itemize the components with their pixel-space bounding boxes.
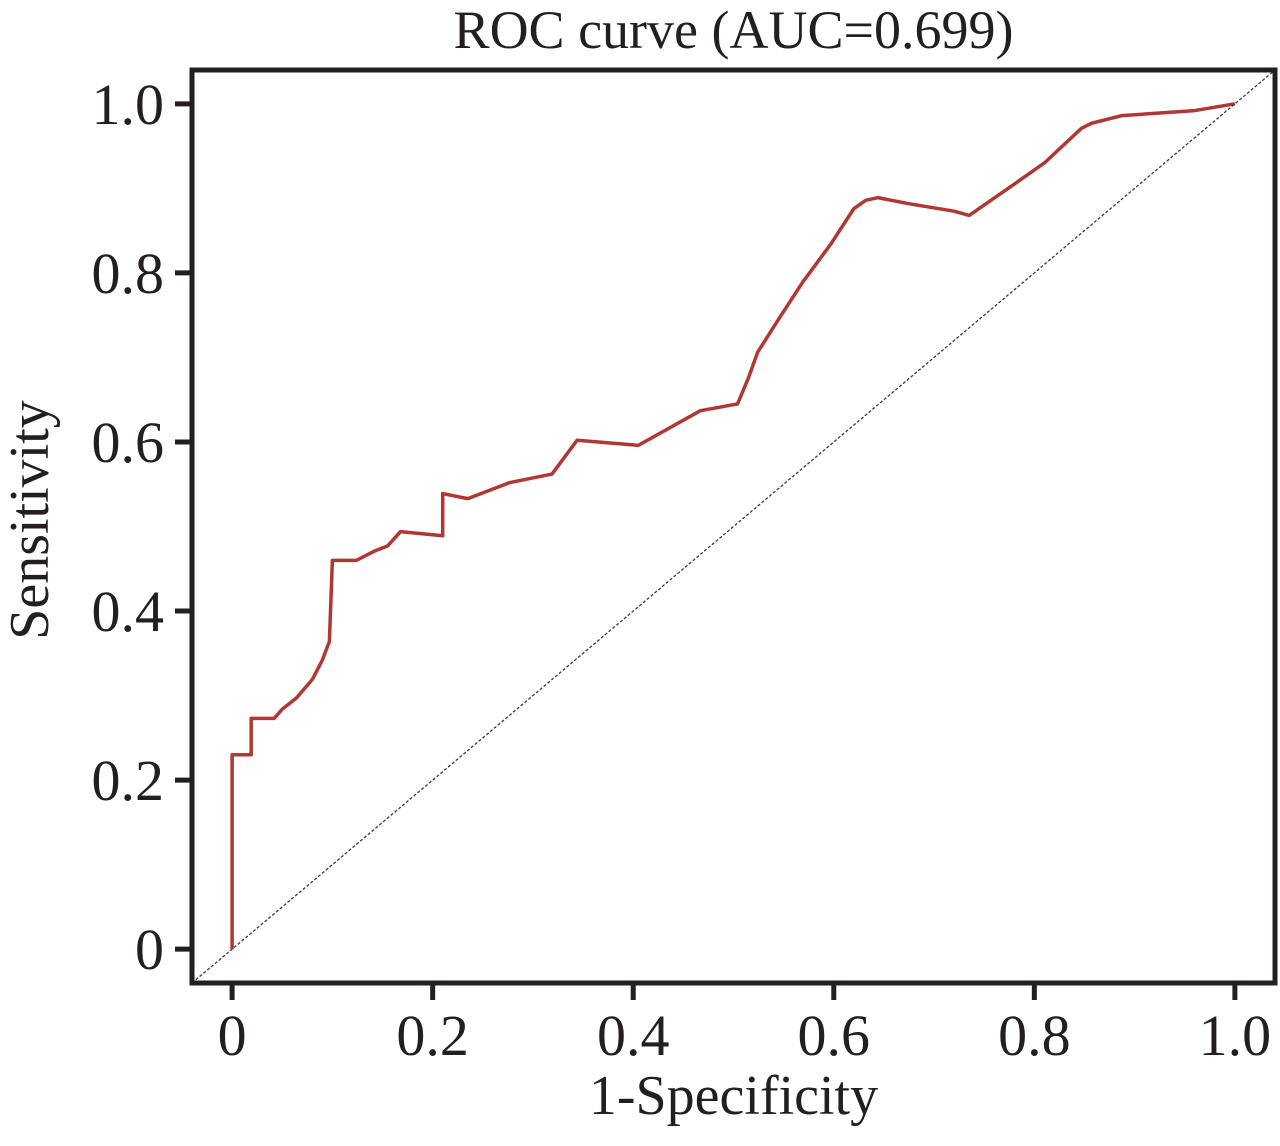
y-tick-label: 0.4 [92, 579, 165, 644]
x-tick-label: 0 [218, 1003, 247, 1068]
x-tick-label: 0.2 [396, 1003, 469, 1068]
y-tick-label: 0 [135, 917, 164, 982]
x-tick-label: 0.6 [798, 1003, 871, 1068]
y-tick-label: 1.0 [92, 72, 165, 137]
x-tick-label: 0.8 [998, 1003, 1071, 1068]
y-tick-label: 0.6 [92, 410, 165, 475]
axes-frame [189, 67, 1278, 986]
chance-diagonal-line [191, 69, 1276, 984]
x-tick-label: 0.4 [597, 1003, 670, 1068]
y-tick-label: 0.8 [92, 241, 165, 306]
x-axis-label: 1-Specificity [588, 1065, 879, 1127]
y-tick-label: 0.2 [92, 748, 165, 813]
x-tick-label: 1.0 [1199, 1003, 1272, 1068]
chart-title: ROC curve (AUC=0.699) [453, 0, 1014, 60]
roc-curve-line [230, 102, 1236, 950]
